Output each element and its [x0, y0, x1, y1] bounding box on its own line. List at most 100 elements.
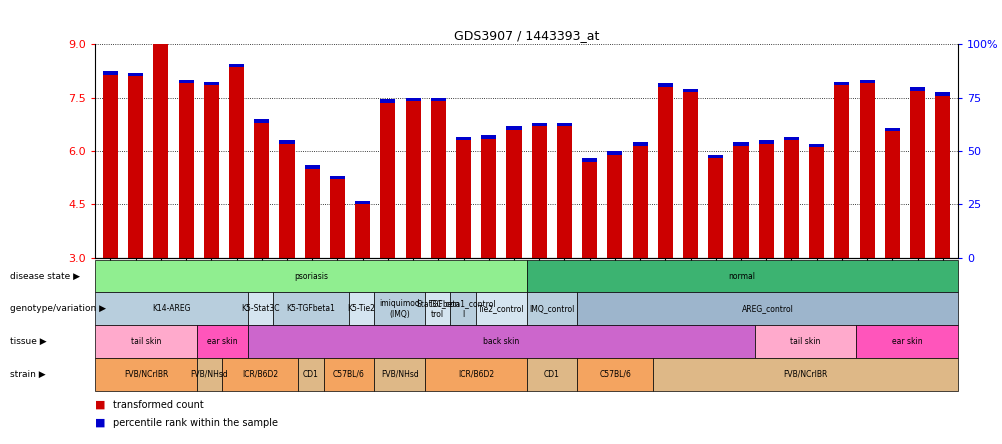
Bar: [254, 123, 270, 258]
Text: K14-AREG: K14-AREG: [152, 304, 190, 313]
Bar: [128, 76, 143, 258]
Bar: [203, 82, 218, 85]
Text: ear skin: ear skin: [891, 337, 922, 346]
Bar: [809, 144, 824, 147]
Bar: [203, 85, 218, 258]
Text: Tie2_control: Tie2_control: [477, 304, 524, 313]
Text: CD1: CD1: [303, 370, 319, 379]
Text: AREG_control: AREG_control: [740, 304, 793, 313]
Text: ■: ■: [95, 418, 105, 428]
Bar: [103, 75, 118, 258]
Text: percentile rank within the sample: percentile rank within the sample: [113, 418, 279, 428]
Text: K5-Stat3C: K5-Stat3C: [240, 304, 280, 313]
Bar: [682, 92, 697, 258]
Text: genotype/variation ▶: genotype/variation ▶: [10, 304, 106, 313]
Text: ear skin: ear skin: [206, 337, 237, 346]
Text: CD1: CD1: [543, 370, 559, 379]
Bar: [430, 98, 446, 101]
Bar: [809, 147, 824, 258]
Bar: [632, 146, 647, 258]
Bar: [405, 101, 420, 258]
Text: C57BL/6: C57BL/6: [599, 370, 630, 379]
Bar: [834, 82, 849, 85]
Bar: [153, 41, 168, 44]
Bar: [581, 162, 596, 258]
Text: FVB/NHsd: FVB/NHsd: [190, 370, 228, 379]
Bar: [606, 151, 622, 155]
Text: disease state ▶: disease state ▶: [10, 272, 80, 281]
Bar: [581, 158, 596, 162]
Text: imiquimod
(IMQ): imiquimod (IMQ): [379, 299, 420, 318]
Bar: [758, 140, 773, 144]
Bar: [556, 123, 571, 126]
Bar: [355, 201, 370, 204]
Bar: [430, 101, 446, 258]
Text: TGFbeta1_control
l: TGFbeta1_control l: [429, 299, 496, 318]
Bar: [355, 204, 370, 258]
Text: ICR/B6D2: ICR/B6D2: [241, 370, 278, 379]
Bar: [834, 85, 849, 258]
Bar: [909, 91, 924, 258]
Bar: [909, 87, 924, 91]
Bar: [707, 155, 722, 158]
Text: Stat3C_con
trol: Stat3C_con trol: [416, 299, 459, 318]
Bar: [606, 155, 622, 258]
Bar: [280, 144, 295, 258]
Bar: [859, 83, 874, 258]
Text: FVB/NCrIBR: FVB/NCrIBR: [783, 370, 827, 379]
Bar: [380, 99, 395, 103]
Bar: [531, 123, 546, 126]
Bar: [934, 96, 949, 258]
Bar: [556, 126, 571, 258]
Text: ■: ■: [95, 400, 105, 410]
Bar: [405, 98, 420, 101]
Text: transformed count: transformed count: [113, 400, 203, 410]
Bar: [330, 176, 345, 179]
Title: GDS3907 / 1443393_at: GDS3907 / 1443393_at: [454, 29, 598, 42]
Bar: [330, 179, 345, 258]
Bar: [456, 140, 471, 258]
Bar: [707, 158, 722, 258]
Bar: [228, 64, 243, 67]
Bar: [934, 92, 949, 96]
Bar: [178, 80, 193, 83]
Bar: [758, 144, 773, 258]
Bar: [456, 137, 471, 140]
Bar: [481, 139, 496, 258]
Text: tissue ▶: tissue ▶: [10, 337, 47, 346]
Text: FVB/NCrIBR: FVB/NCrIBR: [123, 370, 168, 379]
Bar: [531, 126, 546, 258]
Bar: [859, 80, 874, 83]
Text: normal: normal: [728, 272, 755, 281]
Bar: [783, 137, 799, 140]
Bar: [128, 73, 143, 76]
Bar: [884, 128, 899, 131]
Bar: [280, 140, 295, 144]
Bar: [228, 67, 243, 258]
Text: strain ▶: strain ▶: [10, 370, 46, 379]
Bar: [103, 71, 118, 75]
Bar: [732, 142, 747, 146]
Bar: [254, 119, 270, 123]
Bar: [506, 126, 521, 130]
Bar: [178, 83, 193, 258]
Bar: [305, 169, 320, 258]
Bar: [732, 146, 747, 258]
Bar: [657, 87, 672, 258]
Bar: [632, 142, 647, 146]
Bar: [506, 130, 521, 258]
Text: C57BL/6: C57BL/6: [333, 370, 365, 379]
Bar: [153, 44, 168, 258]
Text: back skin: back skin: [483, 337, 519, 346]
Bar: [305, 165, 320, 169]
Text: tail skin: tail skin: [790, 337, 820, 346]
Text: ICR/B6D2: ICR/B6D2: [457, 370, 493, 379]
Bar: [380, 103, 395, 258]
Bar: [682, 89, 697, 92]
Text: IMQ_control: IMQ_control: [529, 304, 574, 313]
Bar: [481, 135, 496, 139]
Text: K5-Tie2: K5-Tie2: [348, 304, 375, 313]
Bar: [884, 131, 899, 258]
Text: FVB/NHsd: FVB/NHsd: [381, 370, 418, 379]
Bar: [783, 140, 799, 258]
